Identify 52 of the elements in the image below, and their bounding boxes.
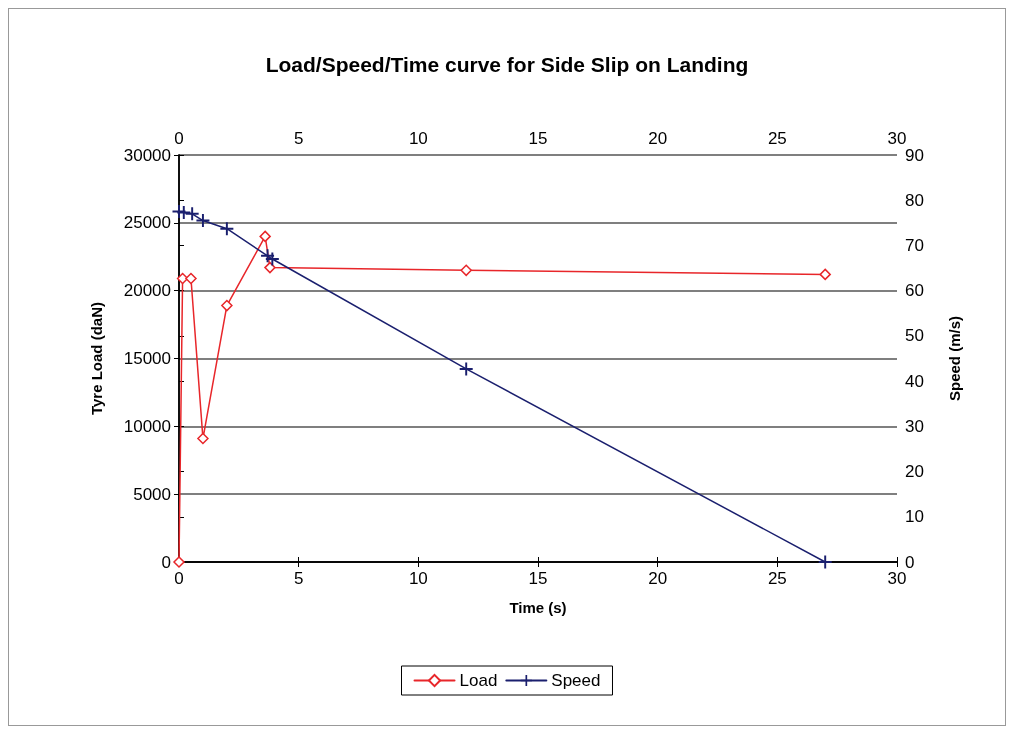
y2-tick-label: 40: [905, 371, 924, 391]
x2-tick-label: 5: [293, 129, 304, 148]
x2-tick-label: 0: [174, 129, 184, 148]
point: [259, 230, 271, 243]
x2-tick-label: 15: [528, 129, 548, 148]
y2-tick-label: 10: [905, 507, 924, 527]
point: [196, 214, 210, 228]
x2-tick-label: 30: [887, 129, 907, 148]
x-tick-label: 0: [174, 569, 184, 588]
y-axis-title: Tyre Load (daN): [88, 301, 105, 416]
point: [818, 555, 832, 569]
y2-tick-label: 80: [905, 190, 924, 210]
point: [460, 264, 472, 277]
point: [185, 207, 199, 221]
y2-tick-label: 30: [905, 416, 924, 436]
y2-tick-label: 70: [905, 235, 924, 255]
chart-title: Load/Speed/Time curve for Side Slip on Landing: [265, 53, 749, 76]
y-tick-label: 0: [161, 552, 171, 572]
y2-tick-label: 50: [905, 326, 924, 346]
y2-tick-label: 90: [905, 145, 924, 165]
legend-label: Load: [459, 671, 498, 690]
point: [177, 205, 191, 219]
x2-tick-label: 25: [767, 129, 787, 148]
x-tick-label: 5: [293, 569, 304, 588]
legend-label: Speed: [551, 671, 601, 690]
x-tick-label: 25: [767, 569, 787, 588]
y-tick-label: 10000: [123, 416, 171, 436]
y-tick-label: 30000: [123, 145, 171, 165]
x-tick-label: 30: [887, 569, 907, 588]
point: [459, 362, 473, 376]
y2-tick-label: 60: [905, 281, 924, 301]
y-tick-label: 25000: [123, 213, 171, 233]
y2-axis-title: Speed (m/s): [946, 315, 963, 402]
y2-tick-label: 20: [905, 462, 924, 482]
point: [264, 261, 276, 274]
point: [173, 556, 185, 568]
x2-tick-label: 10: [408, 129, 428, 148]
x2-tick-label: 20: [648, 129, 668, 148]
x-tick-label: 20: [648, 569, 668, 588]
y-tick-label: 15000: [123, 349, 171, 368]
point: [819, 268, 831, 281]
y-tick-label: 20000: [123, 281, 171, 301]
point: [221, 299, 233, 312]
y-tick-label: 5000: [133, 484, 171, 504]
point: [185, 272, 197, 285]
x-tick-label: 15: [528, 569, 548, 588]
x-axis-title: Time (s): [509, 599, 567, 616]
x-tick-label: 10: [408, 569, 428, 588]
y2-tick-label: 0: [905, 552, 915, 572]
point: [197, 432, 209, 445]
point: [220, 222, 234, 236]
point: [265, 252, 279, 266]
